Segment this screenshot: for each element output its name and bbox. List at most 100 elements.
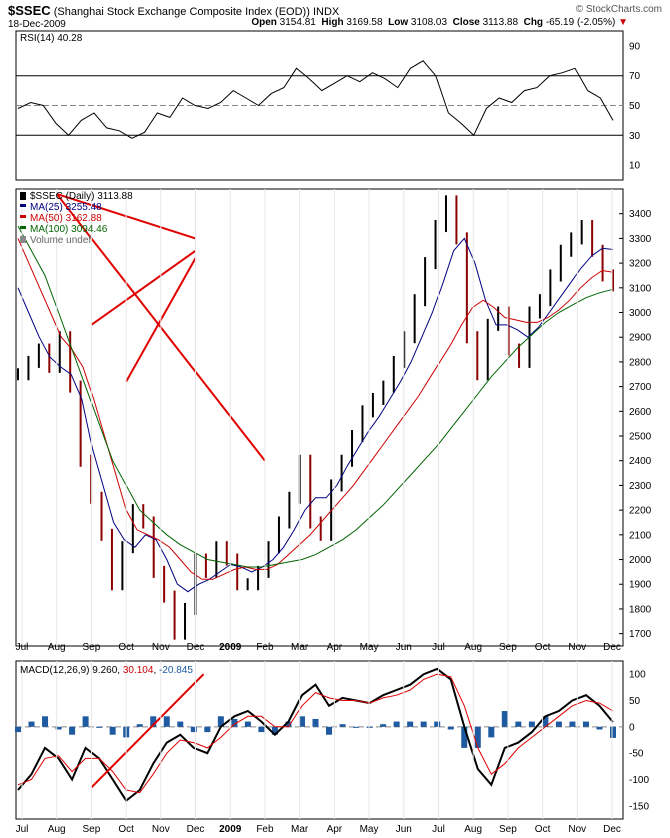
legend-price: $SSEC (Daily) [30,191,94,202]
macd-hist-bar [407,721,414,727]
rsi-line [17,60,614,139]
macd-hist-bar [610,726,616,738]
price-tick-7: 2700 [629,382,652,393]
high-value: 3169.58 [346,17,383,28]
price-tick-16: 1800 [629,604,652,615]
legend-ma100: MA(100) [30,224,68,235]
macd-hist-bar [555,721,562,727]
macd-hist-bar [69,726,76,735]
legend-swatch-ma100 [20,226,26,229]
macd-hist-bar [582,721,589,727]
signal-line [17,673,614,794]
macd-hist-bar [177,721,184,727]
price-tick-12: 2200 [629,506,652,517]
macd-hist-bar [393,721,400,727]
month-label-price-2: Sep [83,642,101,653]
low-value: 3108.03 [410,17,448,28]
month-label-price-7: Feb [256,642,274,653]
macd-hist-bar [55,726,62,730]
price-tick-10: 2400 [629,456,652,467]
month-label-price-16: Nov [568,642,586,653]
month-label-price-4: Nov [152,642,170,653]
index-name: (Shanghai Stock Exchange Composite Index… [53,6,340,18]
month-label-macd-11: Jun [396,824,412,835]
month-label-macd-5: Dec [187,824,205,835]
month-label-price-8: Mar [291,642,309,653]
macd-chart: 100 50 0 -50 -100 -150 [15,667,649,812]
macd-hist-bar [353,726,360,728]
month-label-macd-2: Sep [83,824,101,835]
month-label-macd-10: May [360,824,379,835]
price-tick-13: 2100 [629,530,652,541]
macd-tick-4: -100 [629,775,649,786]
month-label-macd-17: Dec [603,824,621,835]
price-tick-5: 2900 [629,333,652,344]
legend-ma25: MA(25) [30,202,63,213]
rsi-chart: 90 70 50 30 10 [16,41,641,172]
close-value: 3113.88 [482,17,519,28]
rsi-tick-3: 30 [629,131,641,142]
month-label-macd-3: Oct [118,824,134,835]
macd-hist-bar [474,726,481,748]
macd-legend: MACD(12,26,9) 9.260, 30.104, -20.845 [20,665,193,676]
macd-hist-bar [461,726,468,748]
legend-swatch-price [20,192,26,200]
price-tick-14: 2000 [629,555,652,566]
macd-hist-bar [298,716,305,727]
svg-text:MA(25) 3255.48: MA(25) 3255.48 [30,202,102,213]
macd-hist-bar [339,724,346,727]
symbol: $SSEC [8,3,51,18]
price-tick-11: 2300 [629,481,652,492]
macd-trendline [90,673,205,789]
month-label-price-12: Jul [432,642,445,653]
macd-tick-5: -150 [629,801,649,812]
rsi-legend: RSI(14) 40.28 [20,33,83,44]
macd-hist-bar [163,716,170,727]
month-label-macd-9: Apr [327,824,343,835]
macd-tick-0: 100 [629,670,646,681]
price-tick-4: 3000 [629,308,652,319]
price-tick-1: 3300 [629,234,652,245]
macd-hist-bar [326,726,333,735]
macd-hist-bar [190,726,197,733]
month-label-price-0: Jul [16,642,29,653]
month-label-macd-14: Sep [499,824,517,835]
open-value: 3154.81 [279,17,316,28]
macd-hist-bar [217,716,224,727]
month-label-price-9: Apr [327,642,343,653]
macd-hist-bar [596,726,603,730]
svg-text:$SSEC (Daily) 3113.88: $SSEC (Daily) 3113.88 [30,191,133,202]
trendline-3 [90,249,197,326]
price-tick-0: 3400 [629,209,652,220]
chg-value: -65.19 (-2.05%) [545,17,616,28]
month-label-macd-8: Mar [291,824,309,835]
macd-hist-bar [312,718,319,727]
macd-hist-bar [42,716,49,727]
month-label-price-5: Dec [187,642,205,653]
month-label-macd-1: Aug [48,824,66,835]
price-panel [15,188,624,647]
down-arrow-icon: ▼ [618,17,628,28]
macd-hist-bar [231,718,238,727]
macd-hist-bar [109,726,116,735]
chart-header: $SSEC (Shanghai Stock Exchange Composite… [8,3,339,18]
svg-text:Volume undef: Volume undef [30,235,91,246]
macd-hist-bar [204,726,211,733]
rsi-tick-1: 70 [629,71,641,82]
macd-hist-bar [515,721,522,727]
rsi-tick-0: 90 [629,41,641,52]
macd-hist-bar [488,726,495,738]
macd-hist-bar [528,721,535,727]
month-label-price-10: May [360,642,379,653]
month-label-macd-6: 2009 [219,824,242,835]
price-tick-8: 2600 [629,407,652,418]
legend-ma50: MA(50) [30,213,63,224]
macd-hist-bar [258,726,265,733]
macd-hist-bar [542,716,549,727]
macd-hist-bar [447,726,454,730]
month-label-macd-7: Feb [256,824,274,835]
watermark: © StockCharts.com [575,4,662,15]
rsi-tick-4: 10 [629,161,641,172]
month-label-price-17: Dec [603,642,621,653]
